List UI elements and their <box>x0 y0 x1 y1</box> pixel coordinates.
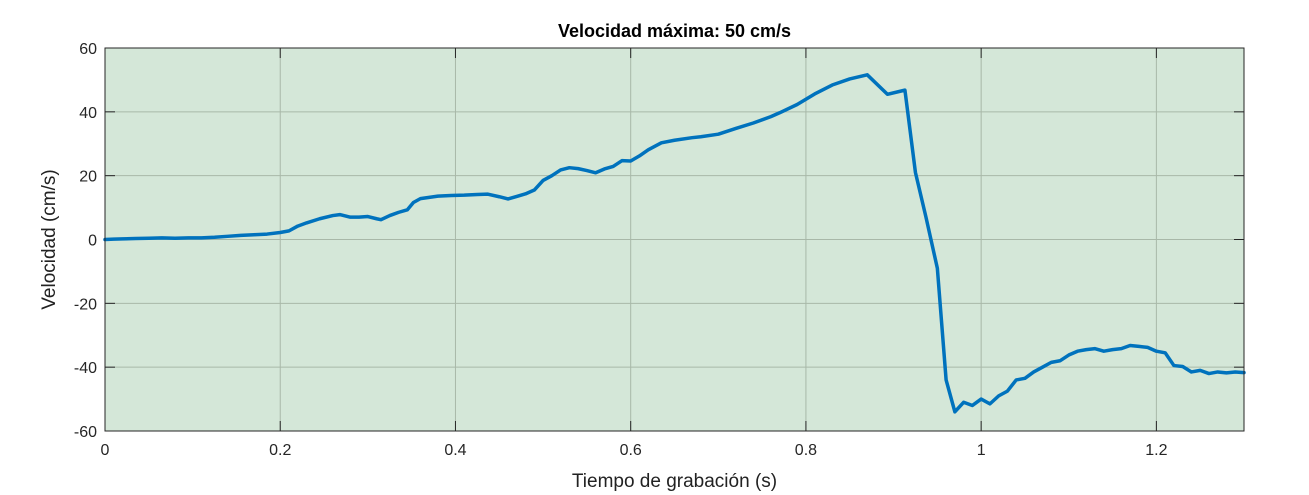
x-tick-label: 1 <box>977 442 986 459</box>
x-tick-label: 0.2 <box>269 442 291 459</box>
y-tick-label: 20 <box>79 169 97 186</box>
y-tick-label: 40 <box>79 105 97 122</box>
y-axis-label: Velocidad (cm/s) <box>39 169 60 309</box>
x-axis-ticks: 0 0.2 0.4 0.6 0.8 1 1.2 <box>101 48 1168 459</box>
y-tick-label: 60 <box>79 41 97 58</box>
x-tick-label: 1.2 <box>1145 442 1167 459</box>
x-tick-label: 0 <box>101 442 110 459</box>
chart-title: Velocidad máxima: 50 cm/s <box>558 21 791 41</box>
x-tick-label: 0.8 <box>795 442 817 459</box>
y-axis-ticks: -60 -40 -20 0 20 40 60 <box>74 41 1244 441</box>
x-tick-label: 0.4 <box>444 442 466 459</box>
y-tick-label: -40 <box>74 360 97 377</box>
plot-frame <box>104 47 1245 432</box>
y-tick-label: -20 <box>74 296 97 313</box>
series-line <box>103 73 1246 414</box>
y-tick-label: -60 <box>74 424 97 441</box>
series-layer <box>103 73 1246 414</box>
x-axis-label: Tiempo de grabación (s) <box>572 471 777 492</box>
y-tick-label: 0 <box>88 233 97 250</box>
x-tick-label: 0.6 <box>620 442 642 459</box>
